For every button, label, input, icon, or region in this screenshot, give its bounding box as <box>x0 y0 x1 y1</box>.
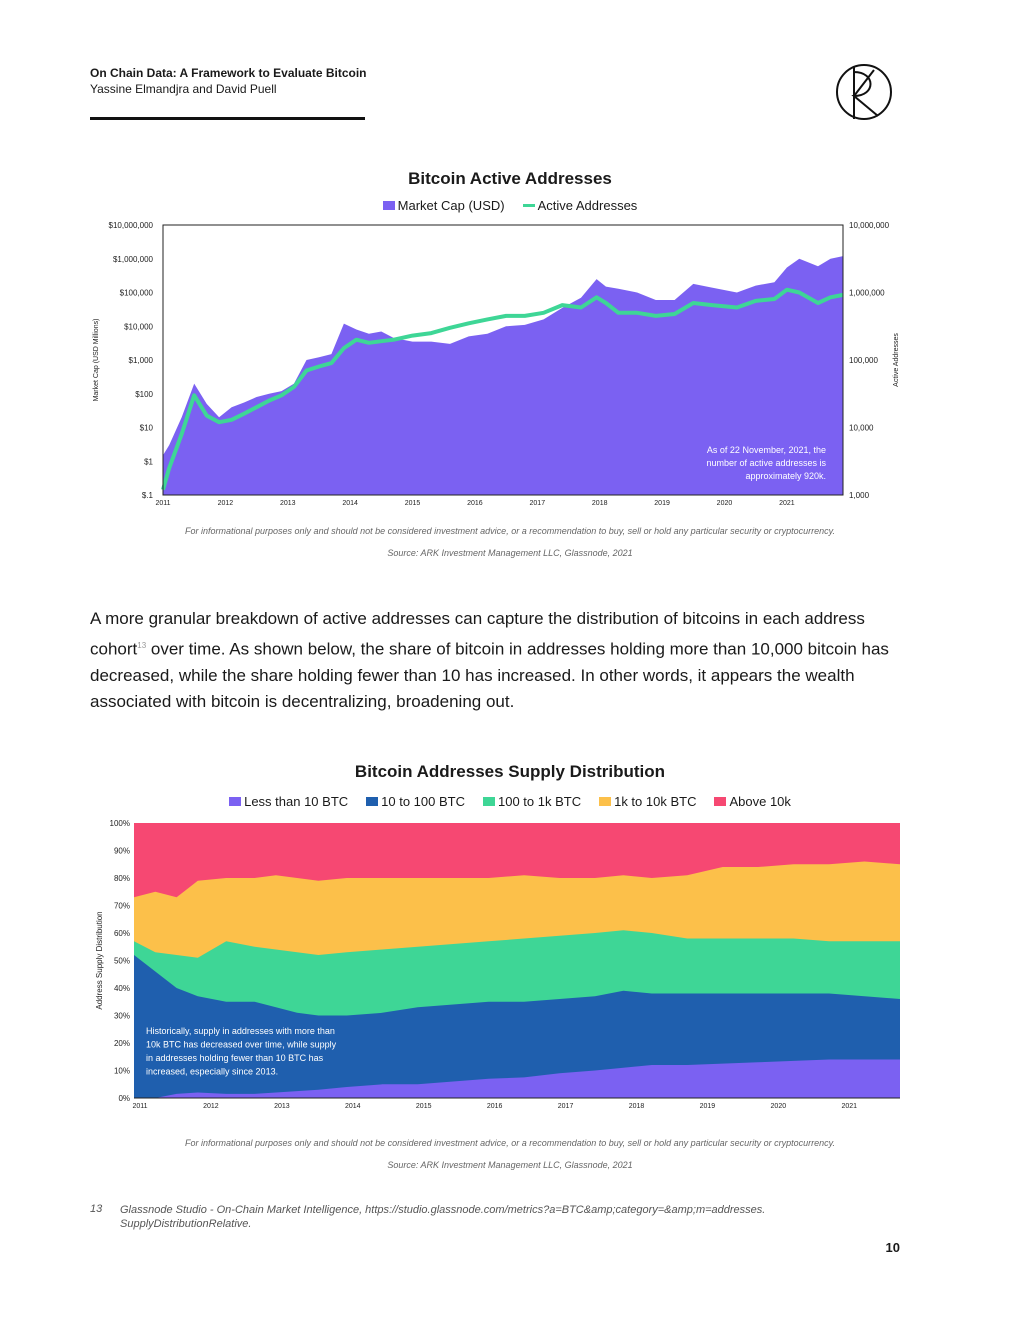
legend-1k-to-10k: 1k to 10k BTC <box>599 794 696 809</box>
legend-active-addresses: Active Addresses <box>522 198 637 213</box>
document-title: On Chain Data: A Framework to Evaluate B… <box>90 66 367 80</box>
y-tick-label: 70% <box>114 902 130 911</box>
chart1-annotation-line: number of active addresses is <box>706 458 826 468</box>
chart1-annotation-line: approximately 920k. <box>745 471 826 481</box>
legend-10-to-100: 10 to 100 BTC <box>366 794 465 809</box>
x-tick-label: 2012 <box>203 1103 219 1110</box>
chart2-supply-distribution: 100% 90% 80% 70% 60% 50% 40% 30% 20% 10% 0%2011 201… <box>95 819 900 1110</box>
chart2-title: Bitcoin Addresses Supply Distribution <box>354 762 666 781</box>
x-tick-label: 2012 <box>218 500 234 507</box>
chart1-active-addresses: $10,000,000 $1,000,000 $100,000 $10,000 $1,0… <box>93 221 900 507</box>
y-tick-label: 0% <box>118 1094 130 1103</box>
x-tick-label: 2020 <box>771 1103 787 1110</box>
y-tick-label: 50% <box>114 957 130 966</box>
y-tick-label: 20% <box>114 1039 130 1048</box>
y-axis-label: Address Supply Distribution <box>95 911 104 1009</box>
x-tick-label: 2011 <box>132 1103 147 1110</box>
y-tick-label: 40% <box>114 984 130 993</box>
y2-tick-label: 10,000 <box>849 424 874 433</box>
x-tick-label: 2016 <box>487 1103 503 1110</box>
page-number: 10 <box>885 1240 900 1255</box>
x-tick-label: 2018 <box>592 500 608 507</box>
y-tick-label: $1,000 <box>129 356 154 365</box>
y-tick-label: $100,000 <box>120 289 154 298</box>
y-axis-label: Market Cap (USD Millions) <box>93 319 100 402</box>
y-tick-label: $1 <box>144 457 153 466</box>
footnote-text[interactable]: Glassnode Studio - On-Chain Market Intel… <box>120 1204 766 1230</box>
chart2-annotation-line: increased, especially since 2013. <box>146 1067 278 1077</box>
legend-less-than-10: Less than 10 BTC <box>229 794 348 809</box>
y-tick-label: 100% <box>110 819 130 828</box>
document-authors: Yassine Elmandjra and David Puell <box>90 82 277 96</box>
y2-tick-label: 10,000,000 <box>849 221 890 230</box>
x-tick-label: 2021 <box>779 500 795 507</box>
y-tick-label: $10 <box>140 424 154 433</box>
chart1-plot-frame <box>162 224 844 496</box>
x-tick-label: 2018 <box>629 1103 645 1110</box>
legend-100-to-1k: 100 to 1k BTC <box>482 794 581 809</box>
active-addresses-line <box>161 287 844 491</box>
y-tick-label: $.1 <box>142 491 154 500</box>
y-tick-label: $10,000 <box>124 322 153 331</box>
y-tick-label: 30% <box>114 1012 130 1021</box>
y-tick-label: $100 <box>135 390 153 399</box>
y-tick-label: 90% <box>114 847 130 856</box>
y2-tick-label: 100,000 <box>849 356 878 365</box>
y2-tick-label: 1,000,000 <box>849 289 885 298</box>
chart1-disclaimer: For informational purposes only and shou… <box>185 526 835 536</box>
chart2-source: Source: ARK Investment Management LLC, G… <box>387 1160 633 1170</box>
y-tick-label: 60% <box>114 929 130 938</box>
x-tick-label: 2013 <box>280 500 296 507</box>
chart1-title: Bitcoin Active Addresses <box>408 169 612 188</box>
y-tick-label: $1,000,000 <box>113 255 154 264</box>
y-tick-label: 10% <box>114 1067 130 1076</box>
body-paragraph: A more granular breakdown of active addr… <box>90 609 889 712</box>
x-tick-label: 2020 <box>717 500 733 507</box>
chart1-source: Source: ARK Investment Management LLC, G… <box>387 548 633 558</box>
x-tick-label: 2016 <box>467 500 483 507</box>
legend-market-cap: Market Cap (USD) <box>382 198 505 213</box>
chart2-legend: Less than 10 BTC 10 to 100 BTC 100 to 1k… <box>0 794 1020 809</box>
x-tick-label: 2021 <box>841 1103 857 1110</box>
x-tick-label: 2013 <box>274 1103 290 1110</box>
chart1-annotation-line: As of 22 November, 2021, the <box>707 445 826 455</box>
y-tick-label: 80% <box>114 874 130 883</box>
ten-to-100-area <box>134 955 900 1098</box>
y2-tick-label: 1,000 <box>849 491 870 500</box>
y-tick-label: $10,000,000 <box>109 221 154 230</box>
chart2-annotation-line: 10k BTC has decreased over time, while s… <box>146 1040 337 1050</box>
header-rule <box>90 117 365 120</box>
chart2-annotation-line: Historically, supply in addresses with m… <box>146 1026 335 1036</box>
x-tick-label: 2019 <box>654 500 670 507</box>
chart1-legend: Market Cap (USD) Active Addresses <box>0 198 1020 213</box>
ark-logo-icon <box>836 64 892 120</box>
x-tick-label: 2017 <box>558 1103 574 1110</box>
x-tick-label: 2014 <box>342 500 358 507</box>
footnote-number: 13 <box>90 1203 103 1215</box>
x-tick-label: 2019 <box>700 1103 716 1110</box>
footnote-ref[interactable]: 13 <box>137 640 147 650</box>
x-tick-label: 2015 <box>405 500 421 507</box>
x-tick-label: 2017 <box>530 500 546 507</box>
x-tick-label: 2011 <box>155 500 170 507</box>
x-tick-label: 2015 <box>416 1103 432 1110</box>
y2-axis-label: Active Addresses <box>893 333 900 387</box>
less-than-10-area <box>134 1059 900 1098</box>
legend-above-10k: Above 10k <box>714 794 791 809</box>
chart2-annotation-line: in addresses holding fewer than 10 BTC h… <box>146 1053 324 1063</box>
chart2-disclaimer: For informational purposes only and shou… <box>185 1138 835 1148</box>
x-tick-label: 2014 <box>345 1103 361 1110</box>
